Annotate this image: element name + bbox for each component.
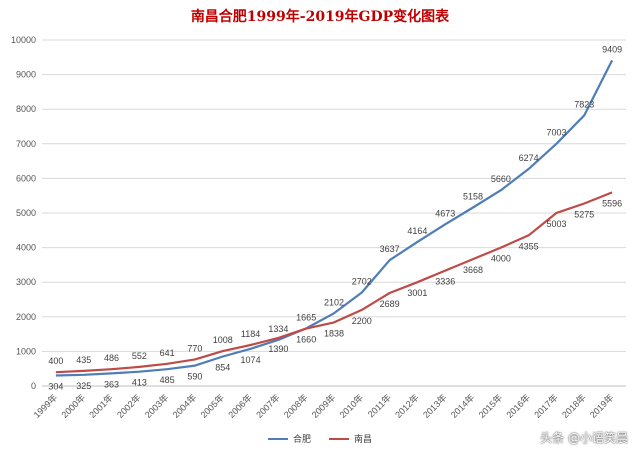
data-label: 5275	[574, 209, 594, 219]
data-label: 7823	[574, 99, 594, 109]
data-label: 3336	[435, 277, 455, 287]
x-tick-label: 2008年	[281, 392, 309, 420]
data-label: 9409	[602, 44, 622, 54]
data-label: 1184	[241, 329, 260, 339]
x-tick-label: 2013年	[420, 392, 448, 420]
data-label: 4355	[519, 241, 539, 251]
data-label: 5660	[491, 174, 511, 184]
y-tick-label: 3000	[16, 277, 36, 287]
x-tick-label: 2012年	[393, 392, 421, 420]
data-label: 3637	[380, 244, 400, 254]
x-tick-label: 2009年	[309, 392, 337, 420]
data-label: 1008	[213, 335, 233, 345]
data-label: 1334	[268, 324, 288, 334]
chart-title: 南昌合肥1999年-2019年GDP变化图表	[190, 9, 450, 25]
data-label: 413	[132, 378, 147, 388]
legend-label: 合肥	[292, 435, 311, 445]
data-label: 770	[187, 343, 202, 353]
data-label: 1390	[268, 344, 288, 354]
data-label: 4164	[407, 226, 427, 236]
data-label: 4673	[435, 208, 455, 218]
data-label: 641	[160, 348, 175, 358]
data-label: 5158	[463, 192, 483, 202]
x-tick-label: 2011年	[365, 392, 393, 420]
data-label: 2702	[352, 277, 372, 287]
data-label: 325	[76, 381, 91, 391]
data-label: 1074	[241, 355, 261, 365]
x-tick-label: 2002年	[114, 392, 142, 420]
data-label: 2102	[324, 297, 344, 307]
y-tick-label: 1000	[16, 346, 36, 356]
data-label: 552	[132, 351, 147, 361]
data-label: 2200	[352, 316, 372, 326]
data-label: 363	[104, 379, 119, 389]
x-tick-label: 2015年	[476, 392, 504, 420]
legend-swatch	[329, 437, 349, 440]
x-tick-label: 2014年	[448, 392, 476, 420]
y-tick-label: 10000	[11, 35, 36, 45]
data-label: 1838	[324, 328, 344, 338]
chart-legend: 合肥 南昌	[0, 432, 640, 445]
data-label: 5596	[602, 198, 622, 208]
series-line-hefei	[55, 59, 614, 377]
data-label: 854	[215, 362, 230, 372]
y-tick-label: 6000	[16, 173, 36, 183]
x-tick-label: 2007年	[253, 392, 281, 420]
x-tick-label: 2006年	[226, 392, 254, 420]
legend-item: 南昌	[329, 432, 372, 445]
data-label: 486	[104, 353, 119, 363]
x-tick-label: 2000年	[59, 392, 87, 420]
x-tick-label: 2003年	[142, 392, 170, 420]
data-label: 2689	[380, 299, 400, 309]
legend-swatch	[267, 437, 288, 440]
x-tick-label: 2017年	[532, 392, 560, 420]
x-tick-label: 2019年	[587, 392, 615, 420]
x-tick-label: 2005年	[198, 392, 226, 420]
data-label: 304	[48, 381, 63, 391]
legend-item: 合肥	[267, 432, 311, 445]
x-tick-label: 2010年	[337, 392, 365, 420]
y-tick-label: 4000	[16, 243, 36, 253]
y-tick-label: 7000	[16, 139, 36, 149]
x-tick-label: 2004年	[170, 392, 198, 420]
x-tick-label: 2001年	[87, 392, 115, 420]
data-label: 485	[160, 375, 175, 385]
legend-label: 南昌	[354, 435, 373, 445]
y-tick-label: 2000	[16, 312, 36, 322]
y-tick-label: 5000	[16, 208, 36, 218]
data-label: 435	[76, 355, 91, 365]
data-label: 1665	[296, 312, 316, 322]
x-tick-label: 2018年	[559, 392, 587, 420]
data-label: 4000	[491, 254, 511, 264]
data-label: 6274	[519, 153, 539, 163]
data-label: 3668	[463, 265, 483, 275]
data-label: 1660	[296, 335, 316, 345]
data-label: 3001	[407, 288, 427, 298]
x-tick-label: 1999年	[31, 392, 59, 420]
series-line-nanchang	[55, 191, 613, 374]
x-tick-label: 2016年	[504, 392, 532, 420]
data-label: 5003	[546, 219, 566, 229]
data-label: 590	[187, 372, 202, 382]
watermark: 头条 @小语笑晨	[540, 431, 628, 445]
data-label: 7003	[546, 128, 566, 138]
y-tick-label: 0	[31, 381, 36, 391]
y-tick-label: 8000	[16, 104, 36, 114]
data-label: 400	[48, 356, 63, 366]
y-tick-label: 9000	[16, 70, 36, 80]
